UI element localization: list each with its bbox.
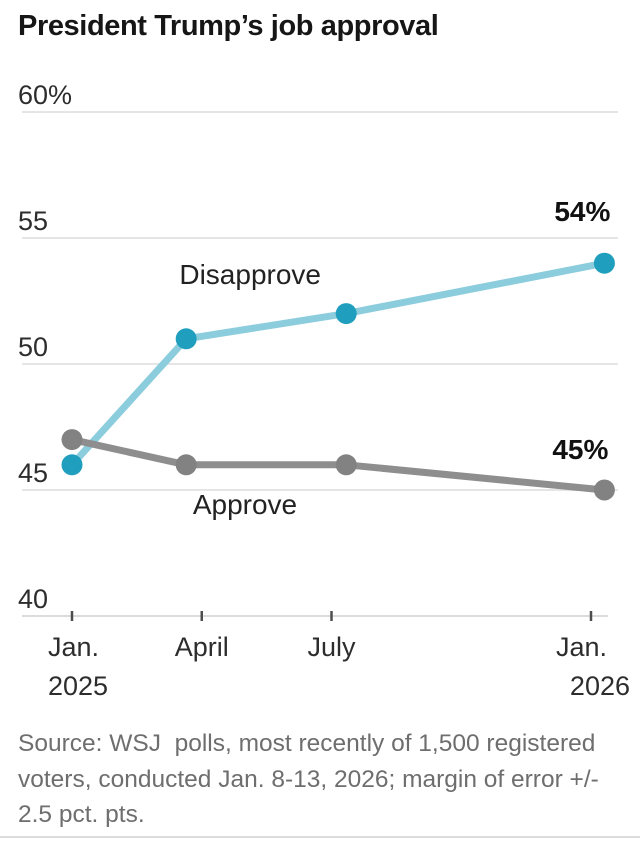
- disapprove-marker: [335, 303, 357, 325]
- x-tick-sublabel: 2025: [48, 671, 108, 701]
- bottom-divider: [0, 836, 640, 838]
- x-tick-label: Jan.: [48, 632, 99, 662]
- approve-end-value-label: 45%: [552, 434, 608, 465]
- y-tick-label-45: 45: [18, 458, 48, 488]
- y-tick-label-60: 60%: [18, 80, 72, 110]
- disapprove-marker: [593, 252, 615, 274]
- approve-marker: [335, 454, 357, 476]
- y-tick-label-50: 50: [18, 332, 48, 362]
- approve-line: [71, 436, 605, 494]
- approve-marker: [61, 429, 83, 451]
- chart-title: President Trump’s job approval: [18, 10, 439, 42]
- x-tick-label: July: [307, 632, 356, 662]
- disapprove-series-label: Disapprove: [179, 259, 321, 290]
- x-tick-label: Jan.: [556, 632, 607, 662]
- disapprove-line: [69, 259, 606, 468]
- source-note: Source: WSJ polls, most recently of 1,50…: [18, 730, 606, 829]
- approve-marker: [593, 479, 615, 501]
- y-tick-label-40: 40: [18, 584, 48, 614]
- approve-marker: [175, 454, 197, 476]
- disapprove-end-value-label: 54%: [554, 196, 610, 227]
- disapprove-marker: [61, 454, 83, 476]
- x-tick-label: April: [175, 632, 229, 662]
- x-tick-sublabel: 2026: [570, 671, 630, 701]
- y-tick-label-55: 55: [18, 206, 48, 236]
- disapprove-marker: [175, 328, 197, 350]
- approve-series-label: Approve: [193, 489, 297, 520]
